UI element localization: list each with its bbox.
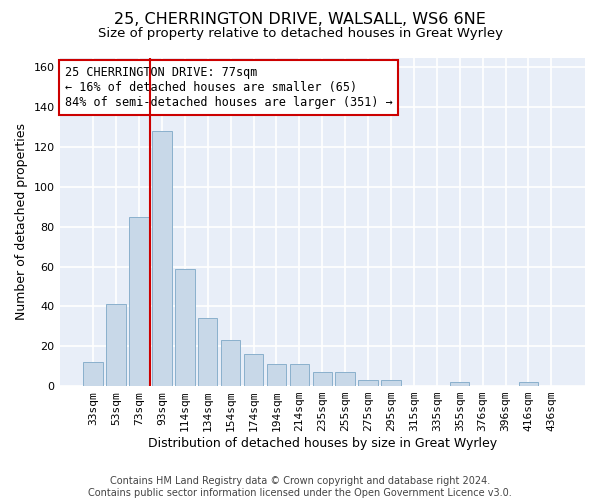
Bar	[267, 364, 286, 386]
Bar	[244, 354, 263, 386]
Bar	[358, 380, 378, 386]
Bar	[519, 382, 538, 386]
Text: 25, CHERRINGTON DRIVE, WALSALL, WS6 6NE: 25, CHERRINGTON DRIVE, WALSALL, WS6 6NE	[114, 12, 486, 28]
Bar	[106, 304, 126, 386]
Bar	[290, 364, 309, 386]
Bar	[335, 372, 355, 386]
X-axis label: Distribution of detached houses by size in Great Wyrley: Distribution of detached houses by size …	[148, 437, 497, 450]
Text: Size of property relative to detached houses in Great Wyrley: Size of property relative to detached ho…	[97, 28, 503, 40]
Bar	[313, 372, 332, 386]
Bar	[83, 362, 103, 386]
Bar	[129, 217, 149, 386]
Bar	[381, 380, 401, 386]
Bar	[152, 131, 172, 386]
Text: Contains HM Land Registry data © Crown copyright and database right 2024.
Contai: Contains HM Land Registry data © Crown c…	[88, 476, 512, 498]
Text: 25 CHERRINGTON DRIVE: 77sqm
← 16% of detached houses are smaller (65)
84% of sem: 25 CHERRINGTON DRIVE: 77sqm ← 16% of det…	[65, 66, 392, 108]
Bar	[175, 268, 194, 386]
Bar	[450, 382, 469, 386]
Bar	[198, 318, 217, 386]
Bar	[221, 340, 241, 386]
Y-axis label: Number of detached properties: Number of detached properties	[15, 124, 28, 320]
